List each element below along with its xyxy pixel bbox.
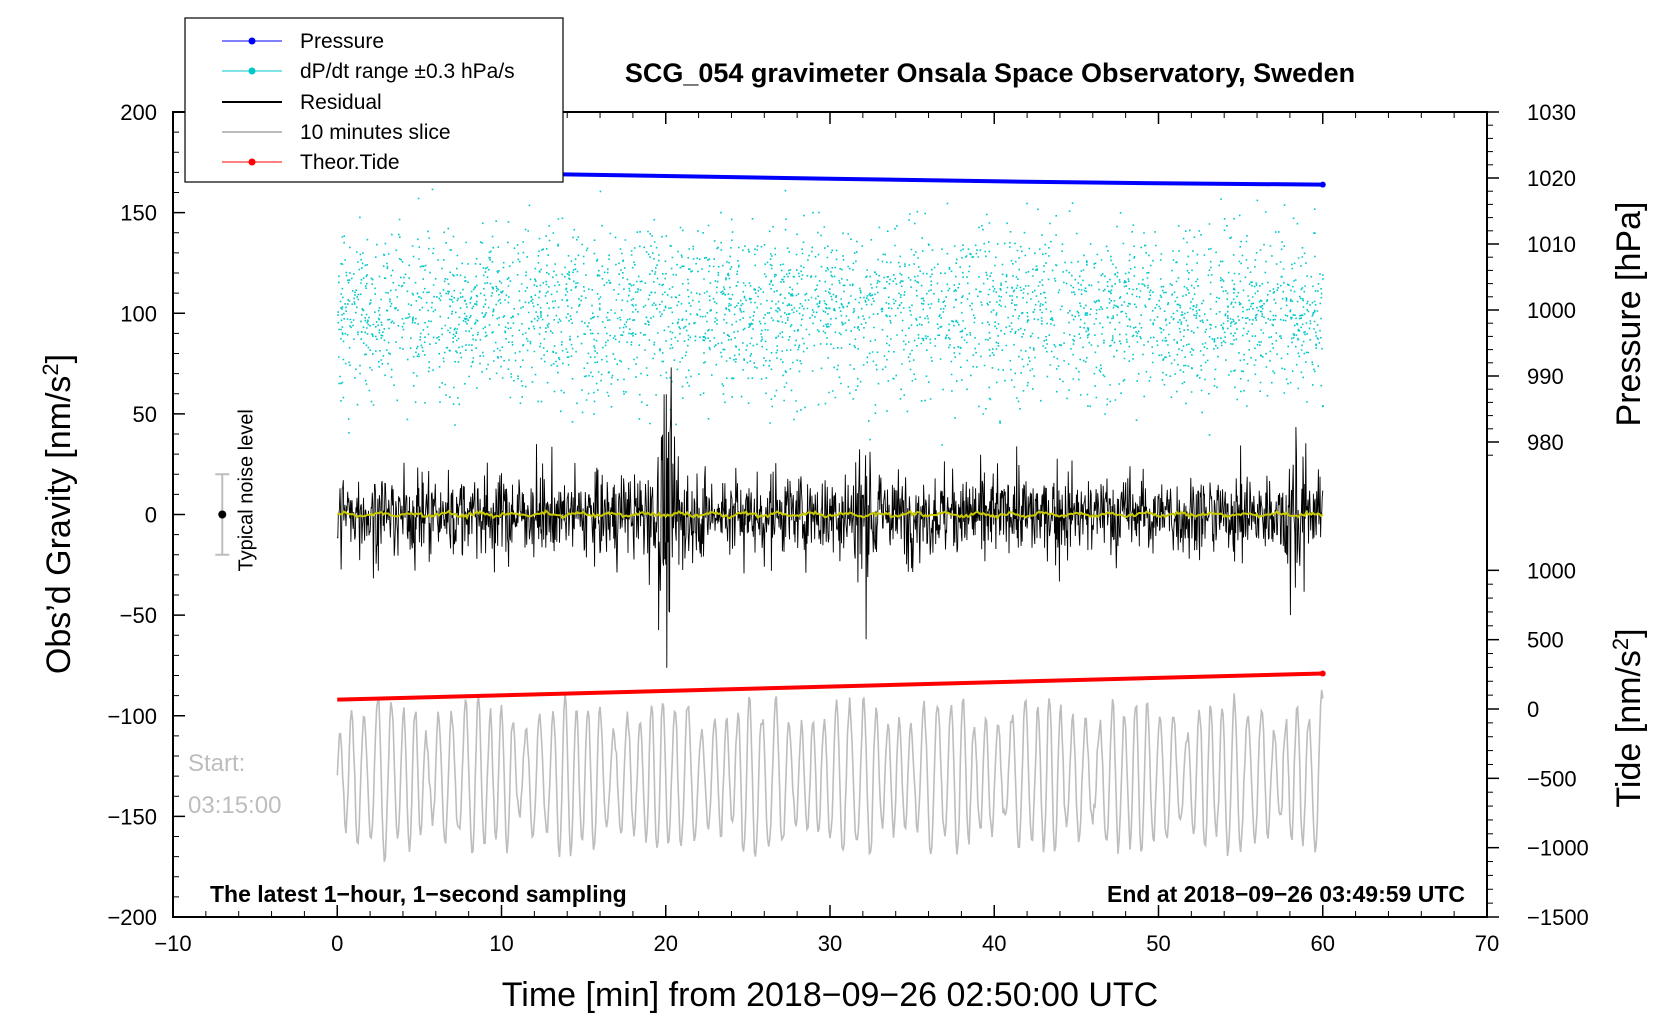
x-tick-label: 30 [818,931,842,956]
legend-marker-tide [248,158,256,166]
slice-series [336,689,1324,862]
legend: Pressure dP/dt range ±0.3 hPa/s Residual… [184,17,564,183]
x-tick-label: 0 [331,931,343,956]
tide-tick-label: 0 [1527,697,1539,722]
legend-item-slice: 10 minutes slice [222,121,451,144]
pressure-end-marker [1319,181,1326,188]
residual-mean-line [337,509,1324,521]
noise-center-dot [218,510,227,519]
x-tick-label: 10 [489,931,513,956]
y-tick-label: −100 [107,704,157,729]
x-tick-label: 50 [1146,931,1170,956]
pressure-tick-label: 1030 [1527,100,1576,125]
y-tick-label: −50 [120,603,157,628]
tide-line [337,671,1323,702]
x-axis-title: Time [min] from 2018−09−26 02:50:00 UTC [502,976,1158,1014]
legend-marker-dpdt [248,67,256,75]
legend-item-pressure: Pressure [222,30,384,53]
legend-label-dpdt: dP/dt range ±0.3 hPa/s [300,60,515,83]
pressure-tick-label: 990 [1527,364,1564,389]
legend-item-tide: Theor.Tide [222,151,400,174]
y-axis-left: 200 150 100 50 0 −50 −100 −150 −200 [107,100,185,930]
y-axis-title: Obs’d Gravity [nm/s2] [38,354,78,674]
pressure-tick-label: 1020 [1527,166,1576,191]
tide-tick-label: −1000 [1527,836,1589,861]
tide-tick-label: 500 [1527,628,1564,653]
y-tick-label: 50 [133,402,157,427]
x-axis: −10 0 10 20 30 40 50 60 70 [154,112,1499,956]
legend-item-residual: Residual [222,91,382,114]
end-time-note: End at 2018−09−26 03:49:59 UTC [1107,881,1465,907]
y-tick-label: 200 [120,100,157,125]
dpdt-points [337,177,1324,446]
start-label: Start: [188,750,245,777]
dpdt-scatter [337,177,1324,446]
noise-level-indicator [215,473,230,556]
chart-title: SCG_054 gravimeter Onsala Space Observat… [625,58,1355,88]
tide-tick-label: −1500 [1527,905,1589,930]
x-tick-label: 20 [654,931,678,956]
pressure-tick-label: 1010 [1527,232,1576,257]
legend-box [184,17,564,183]
tide-end-marker [1319,670,1326,677]
y-tick-label: −200 [107,905,157,930]
x-tick-label: 70 [1475,931,1499,956]
legend-item-dpdt: dP/dt range ±0.3 hPa/s [222,60,515,83]
tide-tick-label: 1000 [1527,558,1576,583]
pressure-tick-label: 1000 [1527,298,1576,323]
tide-series [337,670,1326,702]
tide-axis-title: Tide [nm/s2] [1608,628,1648,807]
residual-line [336,367,1324,668]
pressure-tick-label: 980 [1527,430,1564,455]
sampling-note: The latest 1−hour, 1−second sampling [210,881,627,907]
slice-line [336,689,1324,862]
legend-marker-pressure [248,37,256,45]
y-tick-label: 150 [120,201,157,226]
tide-tick-label: −500 [1527,766,1577,791]
y-tick-label: 0 [145,503,157,528]
y-axis-tide: 1000 500 0 −500 −1000 −1500 [1487,558,1589,930]
noise-level-label: Typical noise level [235,409,257,571]
x-tick-label: 60 [1311,931,1335,956]
legend-label-slice: 10 minutes slice [300,121,451,144]
y-tick-label: −150 [107,804,157,829]
start-time-label: 03:15:00 [188,792,281,819]
x-tick-label: −10 [154,931,191,956]
legend-label-tide: Theor.Tide [300,151,400,174]
y-tick-label: 100 [120,301,157,326]
legend-label-pressure: Pressure [300,30,384,53]
legend-label-residual: Residual [300,91,382,114]
residual-series [336,367,1324,668]
y-axis-pressure: 1030 1020 1010 1000 990 980 [1486,100,1576,456]
x-tick-label: 40 [982,931,1006,956]
pressure-axis-title: Pressure [hPa] [1610,202,1648,427]
